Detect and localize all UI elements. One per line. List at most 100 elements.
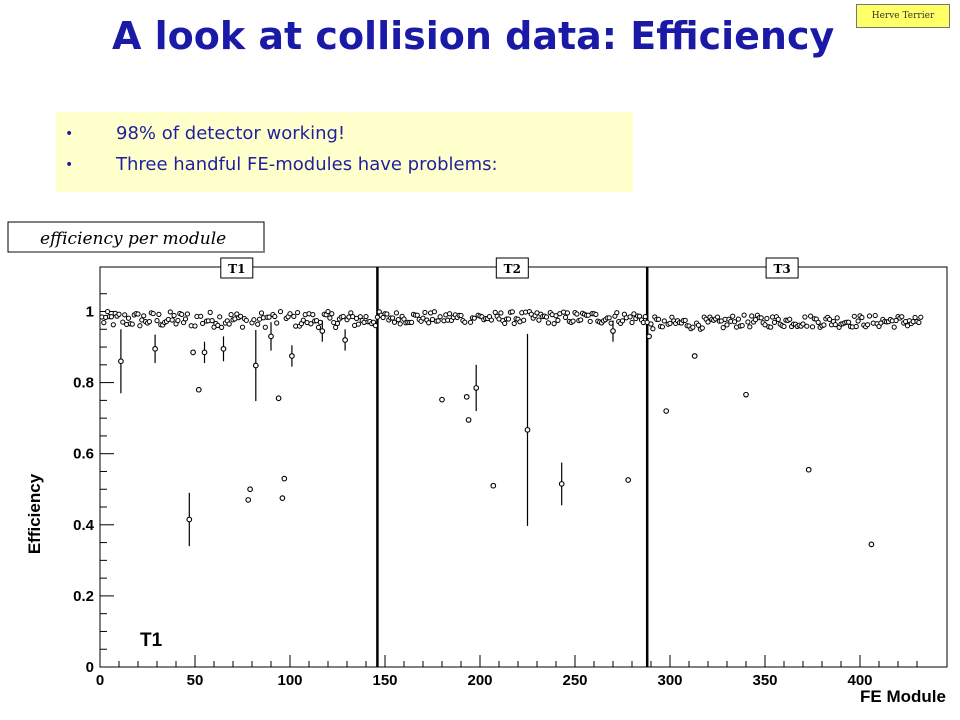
data-point xyxy=(735,316,742,322)
data-point xyxy=(705,319,711,325)
data-point xyxy=(758,315,764,321)
data-point xyxy=(899,314,905,320)
data-point xyxy=(781,323,787,330)
data-point xyxy=(182,316,189,322)
data-point xyxy=(771,319,778,325)
data-point xyxy=(426,320,432,326)
data-point xyxy=(545,320,552,326)
data-point xyxy=(431,309,437,315)
data-point xyxy=(169,317,175,323)
data-point xyxy=(553,313,559,319)
region-labels: T1 T2 T3 xyxy=(220,257,799,279)
data-point xyxy=(179,311,185,317)
data-point xyxy=(802,314,808,320)
data-point xyxy=(832,322,838,328)
data-point xyxy=(333,324,339,331)
data-point xyxy=(682,317,688,323)
data-point xyxy=(391,319,398,325)
outlier-point xyxy=(152,345,158,352)
bullet-item: • Three handful FE-modules have problems… xyxy=(56,151,633,182)
data-point xyxy=(562,314,569,321)
x-tick-label: 200 xyxy=(467,672,492,689)
data-point xyxy=(120,319,126,325)
data-point xyxy=(272,313,278,320)
outlier-point xyxy=(289,353,295,359)
outlier-point xyxy=(463,393,470,400)
data-point xyxy=(287,311,293,317)
data-point xyxy=(150,310,156,317)
data-point xyxy=(509,309,515,315)
data-point xyxy=(768,324,774,330)
data-point xyxy=(101,320,107,326)
section-dividers xyxy=(376,267,649,667)
data-point xyxy=(422,309,428,316)
outlier-point xyxy=(558,481,565,487)
data-point xyxy=(739,322,745,329)
slide-title: A look at collision data: Efficiency xyxy=(112,14,835,58)
x-tick-labels: 0 50 100 150 200 250 300 350 400 xyxy=(96,672,873,689)
data-point xyxy=(804,323,810,329)
x-tick-label: 250 xyxy=(562,672,587,689)
x-tick-label: 400 xyxy=(847,672,872,689)
x-tick-label: 300 xyxy=(657,672,682,689)
y-tick-label: 0 xyxy=(86,659,94,676)
data-point xyxy=(238,313,244,319)
outlier-point xyxy=(342,337,348,343)
chart-title: efficiency per module xyxy=(40,229,226,249)
outlier-point xyxy=(252,362,259,369)
data-point xyxy=(918,314,924,320)
data-point xyxy=(667,320,673,326)
data-point xyxy=(564,310,571,316)
data-point xyxy=(409,319,415,326)
outlier-point xyxy=(524,427,531,433)
axis-ticks xyxy=(99,293,918,668)
data-point xyxy=(574,311,580,317)
data-point xyxy=(912,314,918,321)
outlier-point xyxy=(490,482,497,489)
data-point xyxy=(551,321,557,327)
outlier-point xyxy=(279,495,286,501)
data-point xyxy=(397,321,403,327)
data-point xyxy=(821,322,827,328)
data-point xyxy=(775,316,781,322)
data-point xyxy=(730,313,736,319)
data-point xyxy=(414,312,420,318)
outlier-point xyxy=(663,408,670,414)
data-point xyxy=(787,316,793,322)
data-point xyxy=(851,313,857,319)
data-point xyxy=(502,320,508,327)
data-point xyxy=(859,314,865,321)
y-tick-label: 0.4 xyxy=(73,517,95,534)
data-point xyxy=(656,316,662,322)
data-point xyxy=(295,309,301,316)
data-point xyxy=(363,313,369,320)
data-point xyxy=(167,309,173,315)
data-point xyxy=(492,309,498,315)
outlier-point xyxy=(805,466,812,473)
data-point xyxy=(340,313,346,320)
outlier-point xyxy=(186,516,193,523)
data-point xyxy=(893,317,899,324)
data-point xyxy=(141,313,147,319)
outlier-point xyxy=(465,417,472,423)
data-point xyxy=(593,311,599,318)
data-point xyxy=(122,312,128,318)
data-point xyxy=(732,319,738,325)
data-point xyxy=(228,312,234,318)
data-point xyxy=(171,312,177,319)
data-point xyxy=(334,320,341,327)
data-point xyxy=(872,312,878,319)
data-point xyxy=(462,319,468,325)
data-point xyxy=(747,324,753,330)
data-point xyxy=(916,319,922,326)
bullet-text: 98% of detector working! xyxy=(116,123,346,144)
region-label-box xyxy=(495,257,529,279)
data-point xyxy=(904,323,911,329)
data-point xyxy=(209,318,215,324)
data-point xyxy=(764,315,770,322)
data-point xyxy=(110,322,116,328)
outlier-point xyxy=(247,486,253,493)
data-point xyxy=(762,322,768,328)
data-point xyxy=(329,311,335,317)
data-point xyxy=(200,320,206,327)
